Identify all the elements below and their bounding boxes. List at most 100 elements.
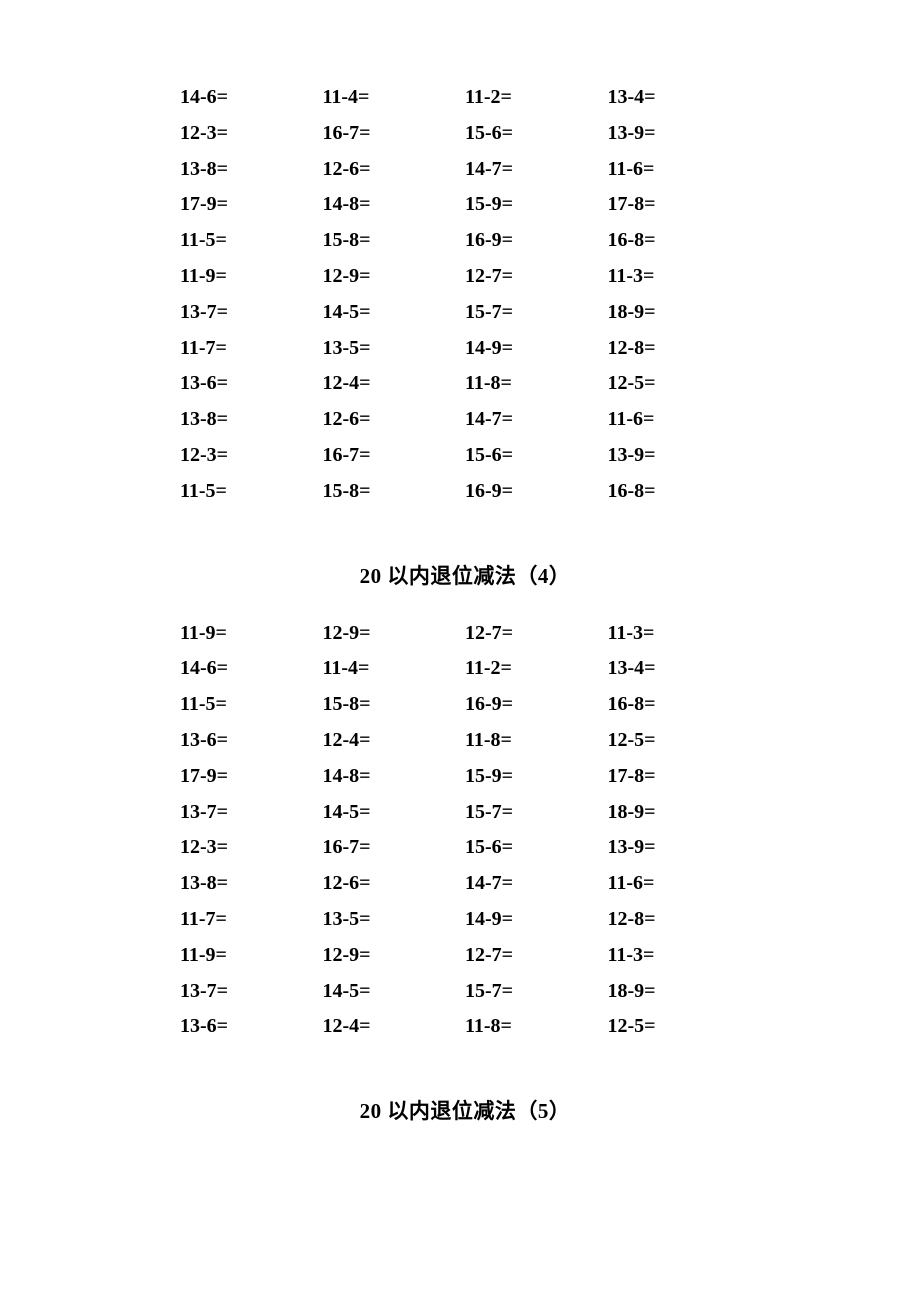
- problem-cell: 16-7=: [323, 116, 466, 152]
- problem-cell: 14-6=: [180, 651, 323, 687]
- worksheet-content: 14-6= 11-4= 11-2= 13-4= 12-3= 16-7= 15-6…: [180, 80, 750, 1125]
- problem-cell: 15-8=: [323, 474, 466, 510]
- problem-cell: 11-9=: [180, 259, 323, 295]
- problem-cell: 13-6=: [180, 723, 323, 759]
- problem-cell: 11-4=: [323, 80, 466, 116]
- problem-cell: 12-6=: [323, 152, 466, 188]
- section-title-4: 20 以内退位减法（4）: [180, 560, 750, 590]
- problem-cell: 16-9=: [465, 223, 608, 259]
- problem-cell: 15-9=: [465, 759, 608, 795]
- problem-cell: 11-9=: [180, 616, 323, 652]
- problem-cell: 12-4=: [323, 366, 466, 402]
- problem-cell: 13-7=: [180, 795, 323, 831]
- problem-cell: 14-7=: [465, 402, 608, 438]
- problem-grid-2: 11-9= 12-9= 12-7= 11-3= 14-6= 11-4= 11-2…: [180, 616, 750, 1046]
- problem-cell: 13-7=: [180, 974, 323, 1010]
- problem-cell: 16-9=: [465, 687, 608, 723]
- problem-cell: 13-7=: [180, 295, 323, 331]
- problem-cell: 15-6=: [465, 830, 608, 866]
- problem-cell: 12-9=: [323, 938, 466, 974]
- problem-cell: 16-7=: [323, 830, 466, 866]
- problem-cell: 11-5=: [180, 474, 323, 510]
- problem-cell: 12-5=: [608, 723, 751, 759]
- problem-cell: 14-5=: [323, 295, 466, 331]
- problem-cell: 15-6=: [465, 116, 608, 152]
- problem-cell: 11-6=: [608, 402, 751, 438]
- problem-cell: 13-8=: [180, 402, 323, 438]
- problem-cell: 12-5=: [608, 1009, 751, 1045]
- problem-cell: 12-3=: [180, 830, 323, 866]
- problem-cell: 16-9=: [465, 474, 608, 510]
- problem-cell: 13-9=: [608, 438, 751, 474]
- problem-cell: 14-5=: [323, 795, 466, 831]
- problem-cell: 15-7=: [465, 295, 608, 331]
- problem-cell: 14-7=: [465, 152, 608, 188]
- problem-cell: 11-2=: [465, 651, 608, 687]
- problem-cell: 11-8=: [465, 723, 608, 759]
- problem-cell: 11-8=: [465, 366, 608, 402]
- problem-cell: 15-7=: [465, 795, 608, 831]
- problem-cell: 12-7=: [465, 616, 608, 652]
- problem-cell: 16-8=: [608, 474, 751, 510]
- problem-cell: 15-9=: [465, 187, 608, 223]
- problem-cell: 12-7=: [465, 259, 608, 295]
- problem-cell: 14-7=: [465, 866, 608, 902]
- problem-cell: 17-8=: [608, 759, 751, 795]
- problem-cell: 12-9=: [323, 259, 466, 295]
- problem-cell: 17-9=: [180, 759, 323, 795]
- problem-cell: 13-6=: [180, 366, 323, 402]
- problem-cell: 11-3=: [608, 616, 751, 652]
- problem-cell: 12-4=: [323, 1009, 466, 1045]
- problem-cell: 15-7=: [465, 974, 608, 1010]
- problem-cell: 13-4=: [608, 80, 751, 116]
- problem-cell: 13-8=: [180, 152, 323, 188]
- problem-cell: 13-9=: [608, 116, 751, 152]
- problem-cell: 13-5=: [323, 902, 466, 938]
- problem-cell: 11-4=: [323, 651, 466, 687]
- problem-cell: 14-9=: [465, 331, 608, 367]
- problem-cell: 15-6=: [465, 438, 608, 474]
- problem-cell: 12-4=: [323, 723, 466, 759]
- problem-cell: 11-3=: [608, 259, 751, 295]
- problem-cell: 11-5=: [180, 223, 323, 259]
- problem-cell: 13-9=: [608, 830, 751, 866]
- problem-cell: 13-4=: [608, 651, 751, 687]
- problem-cell: 14-6=: [180, 80, 323, 116]
- problem-cell: 14-8=: [323, 187, 466, 223]
- problem-cell: 16-8=: [608, 687, 751, 723]
- problem-cell: 11-3=: [608, 938, 751, 974]
- problem-cell: 12-5=: [608, 366, 751, 402]
- problem-cell: 11-6=: [608, 152, 751, 188]
- problem-cell: 17-8=: [608, 187, 751, 223]
- problem-cell: 12-3=: [180, 438, 323, 474]
- problem-cell: 11-6=: [608, 866, 751, 902]
- problem-cell: 12-3=: [180, 116, 323, 152]
- problem-cell: 18-9=: [608, 295, 751, 331]
- problem-cell: 12-7=: [465, 938, 608, 974]
- problem-cell: 12-8=: [608, 331, 751, 367]
- problem-cell: 15-8=: [323, 223, 466, 259]
- problem-cell: 14-9=: [465, 902, 608, 938]
- problem-cell: 12-8=: [608, 902, 751, 938]
- problem-cell: 13-5=: [323, 331, 466, 367]
- problem-cell: 13-8=: [180, 866, 323, 902]
- problem-cell: 17-9=: [180, 187, 323, 223]
- problem-cell: 12-6=: [323, 402, 466, 438]
- problem-cell: 11-8=: [465, 1009, 608, 1045]
- problem-cell: 16-8=: [608, 223, 751, 259]
- problem-cell: 12-9=: [323, 616, 466, 652]
- problem-cell: 16-7=: [323, 438, 466, 474]
- problem-cell: 18-9=: [608, 974, 751, 1010]
- problem-cell: 15-8=: [323, 687, 466, 723]
- problem-cell: 11-7=: [180, 331, 323, 367]
- problem-cell: 11-7=: [180, 902, 323, 938]
- problem-cell: 13-6=: [180, 1009, 323, 1045]
- problem-cell: 14-8=: [323, 759, 466, 795]
- problem-cell: 11-2=: [465, 80, 608, 116]
- section-title-5: 20 以内退位减法（5）: [180, 1095, 750, 1125]
- problem-cell: 14-5=: [323, 974, 466, 1010]
- problem-cell: 18-9=: [608, 795, 751, 831]
- problem-grid-1: 14-6= 11-4= 11-2= 13-4= 12-3= 16-7= 15-6…: [180, 80, 750, 510]
- problem-cell: 12-6=: [323, 866, 466, 902]
- problem-cell: 11-9=: [180, 938, 323, 974]
